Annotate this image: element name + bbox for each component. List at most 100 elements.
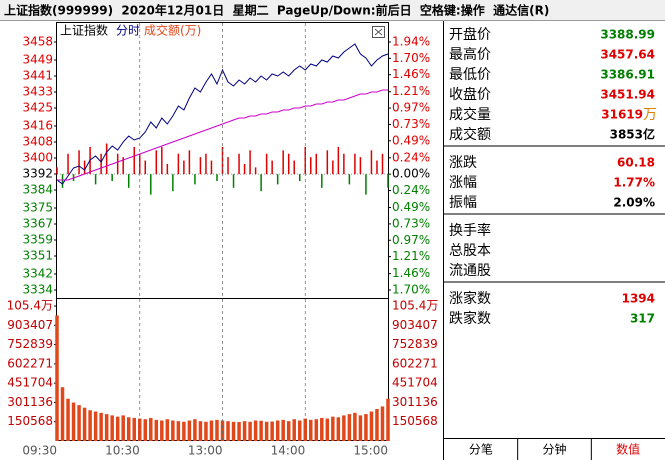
y-tick-label: 3375 [22, 201, 53, 215]
x-tick-label: 13:00 [188, 444, 223, 458]
volume-bar [347, 414, 352, 441]
y2-tick-label: 0.00% [392, 167, 430, 181]
volume-bar [77, 405, 81, 441]
panel-label: 成交量 [449, 106, 491, 123]
volume-bar [297, 420, 302, 441]
y-tick-label: 3359 [22, 233, 53, 247]
y2-tick-label: 0.97% [392, 233, 430, 247]
y-tick-label: 3342 [22, 267, 53, 281]
vol-tick-label: 752839 [7, 337, 53, 351]
y2-tick-label: 1.70% [392, 51, 430, 65]
volume-bar [336, 417, 341, 441]
panel-value: 1.77% [613, 176, 655, 190]
panel-label: 换手率 [449, 222, 491, 239]
vol-tick-label: 602271 [392, 356, 438, 370]
y-tick-label: 3392 [22, 167, 53, 181]
volume-bar [121, 415, 125, 441]
tab[interactable]: 分钟 [542, 442, 566, 457]
volume-bar [99, 412, 103, 441]
volume-bar [193, 419, 197, 441]
volume-bar [66, 398, 70, 441]
panel-label: 最高价 [449, 46, 491, 63]
panel-value: 3451.94 [600, 88, 655, 102]
panel-value: 3853亿 [610, 127, 655, 142]
x-tick-label: 09:30 [22, 444, 57, 458]
volume-bar [369, 411, 374, 441]
window-title: 上证指数(999999) 2020年12月01日 星期二 PageUp/Down… [4, 3, 549, 18]
panel-value: 2.09% [613, 196, 655, 210]
volume-bar [198, 421, 203, 441]
panel-label: 成交额 [449, 126, 491, 143]
volume-bar [320, 417, 324, 441]
volume-bar [160, 420, 164, 441]
volume-bar [88, 410, 92, 441]
volume-bar [115, 416, 120, 441]
y-tick-label: 3458 [22, 35, 53, 49]
x-tick-label: 14:00 [271, 444, 306, 458]
volume-bar [187, 420, 192, 441]
volume-bar [154, 419, 159, 441]
vol-tick-label: 150568 [392, 414, 438, 428]
volume-bar [165, 419, 170, 441]
title-bar [0, 0, 665, 20]
volume-bar [281, 419, 285, 441]
tab[interactable]: 分笔 [469, 442, 493, 457]
volume-bar [309, 419, 313, 441]
vol-tick-label: 903407 [392, 318, 438, 332]
volume-bar [380, 406, 385, 441]
volume-bar [215, 419, 219, 441]
y-tick-label: 3334 [22, 283, 53, 297]
panel-label: 涨幅 [449, 175, 477, 191]
volume-bar [143, 419, 148, 441]
close-x [374, 28, 383, 36]
panel-label: 振幅 [449, 195, 477, 211]
panel-label: 涨跌 [449, 155, 477, 171]
panel-label: 最低价 [449, 67, 491, 83]
vol-tick-label: 105.4万 [392, 299, 438, 313]
y2-tick-label: 1.94% [392, 35, 430, 49]
volume-bar [342, 415, 346, 441]
y2-tick-label: 0.73% [392, 117, 430, 131]
vol-tick-label: 301136 [392, 395, 438, 409]
volume-bar [264, 421, 269, 441]
tab[interactable]: 数值 [616, 442, 640, 457]
vol-tick-label: 451704 [7, 376, 53, 390]
volume-bar [286, 421, 291, 441]
volume-bar [176, 421, 181, 441]
volume-bar [275, 420, 280, 441]
y-tick-label: 3384 [22, 183, 53, 197]
volume-bar [132, 417, 136, 441]
volume-bar [220, 420, 225, 441]
y2-tick-label: 0.24% [392, 183, 430, 197]
panel-value: 3457.64 [600, 48, 655, 62]
legend-entry: 分时 [116, 24, 140, 38]
y-tick-label: 3441 [22, 69, 53, 83]
vol-tick-label: 105.4万 [7, 299, 53, 313]
volume-bar [104, 414, 109, 441]
volume-bar [358, 415, 363, 441]
volume-bar [248, 421, 252, 441]
y2-tick-label: 0.24% [392, 150, 430, 164]
y2-tick-label: 0.49% [392, 133, 430, 147]
volume-bar [182, 421, 186, 441]
panel-value: 3388.99 [600, 28, 655, 42]
panel-value: 1394 [622, 292, 655, 306]
volume-bar [259, 420, 263, 441]
volume-bar [364, 414, 368, 441]
y-tick-label: 3449 [22, 53, 53, 67]
volume-bar [55, 315, 59, 441]
y-tick-label: 3408 [22, 135, 53, 149]
volume-bar [71, 402, 76, 441]
volume-bar [331, 416, 335, 441]
y2-tick-label: 1.70% [392, 283, 430, 297]
vol-tick-label: 752839 [392, 337, 438, 351]
y2-tick-label: 1.46% [392, 67, 430, 81]
vol-tick-label: 301136 [7, 395, 53, 409]
panel-label: 收盘价 [449, 86, 491, 103]
price-line [57, 89, 388, 181]
volume-bar [93, 411, 98, 441]
volume-bar [253, 420, 258, 441]
volume-bar [226, 421, 230, 441]
volume-bar [82, 407, 87, 441]
volume-bar [237, 422, 241, 441]
